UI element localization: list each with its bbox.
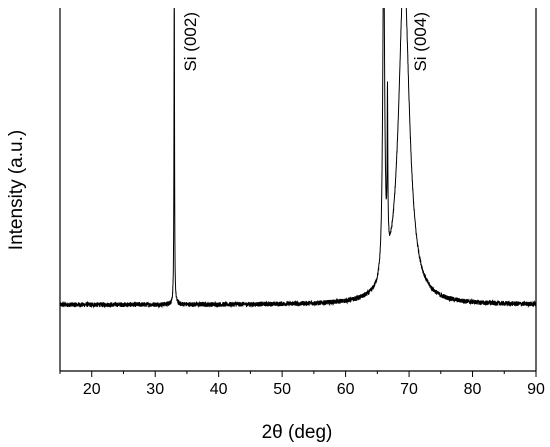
x-tick-label: 90 — [527, 381, 545, 398]
x-tick-label: 50 — [273, 381, 291, 398]
x-tick-label: 80 — [464, 381, 482, 398]
x-axis-label: 2θ (deg) — [262, 422, 333, 443]
x-axis-ticks: 20 30 40 50 60 70 80 90 — [59, 371, 545, 398]
y-axis-label: Intensity (a.u.) — [6, 130, 27, 250]
peak-annotations: Si (002) Si (004) — [181, 12, 430, 72]
x-tick-label: 30 — [146, 381, 164, 398]
peak-annotation-label: Si (004) — [411, 12, 430, 72]
x-tick-label: 40 — [210, 381, 228, 398]
x-tick-label: 20 — [83, 381, 101, 398]
peak-annotation-label: Si (002) — [181, 12, 200, 72]
x-tick-label: 60 — [337, 381, 355, 398]
x-tick-label: 70 — [400, 381, 418, 398]
series-line-0 — [60, 8, 536, 309]
plot-area — [60, 8, 536, 309]
